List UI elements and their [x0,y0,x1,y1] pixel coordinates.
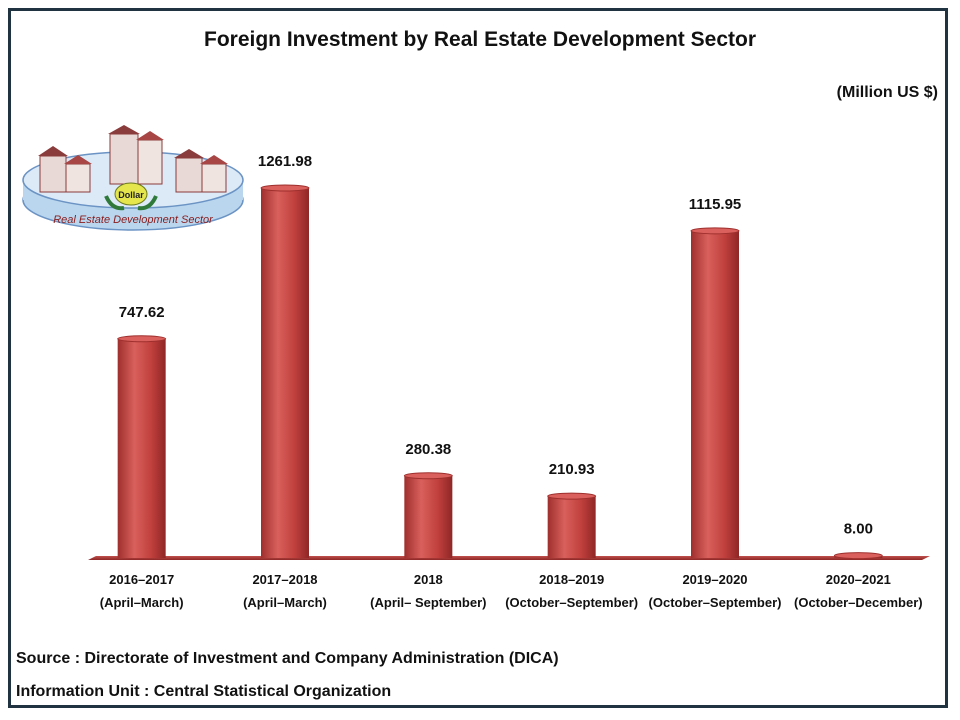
bar-cap-0 [117,335,167,343]
value-label-5: 8.00 [844,521,873,538]
real-estate-logo: Dollar Real Estate Development Sector [22,125,244,231]
bars-group [117,184,883,560]
bar-0 [117,338,166,558]
category-label-0-0: 2016–2017 [109,572,174,587]
category-label-5-0: 2020–2021 [826,572,891,587]
right-hand-icon [137,195,158,211]
value-label-1: 1261.98 [258,153,312,170]
category-label-1-1: (April–March) [243,595,327,610]
chart-title: Foreign Investment by Real Estate Develo… [204,28,756,51]
building-right [174,149,228,193]
category-label-3-1: (October–September) [505,595,638,610]
category-label-4-1: (October–September) [649,595,782,610]
bar-cap-1 [260,184,310,192]
value-label-2: 280.38 [405,441,451,458]
category-label-2-1: (April– September) [370,595,486,610]
bar-1 [261,188,309,558]
category-label-4-0: 2019–2020 [682,572,747,587]
bar-4 [691,230,739,558]
category-label-0-1: (April–March) [100,595,184,610]
bar-cap-5 [833,552,883,560]
value-label-4: 1115.95 [689,196,742,213]
category-label-2-0: 2018 [414,572,443,587]
bar-3 [547,496,596,558]
category-label-5-1: (October–December) [794,595,923,610]
logo-caption: Real Estate Development Sector [53,214,214,226]
category-label-1-0: 2017–2018 [252,572,317,587]
bar-cap-4 [690,227,740,235]
bar-cap-3 [547,492,597,500]
value-label-3: 210.93 [549,461,595,478]
money-bag-label: Dollar [118,190,144,200]
chart-floor [88,556,930,560]
bar-2 [404,475,453,558]
value-label-0: 747.62 [119,304,165,321]
bar-cap-2 [403,472,453,480]
building-center [108,125,164,185]
money-bag-icon: Dollar [104,182,158,211]
source-note: Source : Directorate of Investment and C… [16,650,559,667]
info-unit-note: Information Unit : Central Statistical O… [16,683,392,700]
building-left [38,146,92,193]
left-hand-icon [104,195,125,211]
category-label-3-0: 2018–2019 [539,572,604,587]
unit-label: (Million US $) [836,84,938,101]
